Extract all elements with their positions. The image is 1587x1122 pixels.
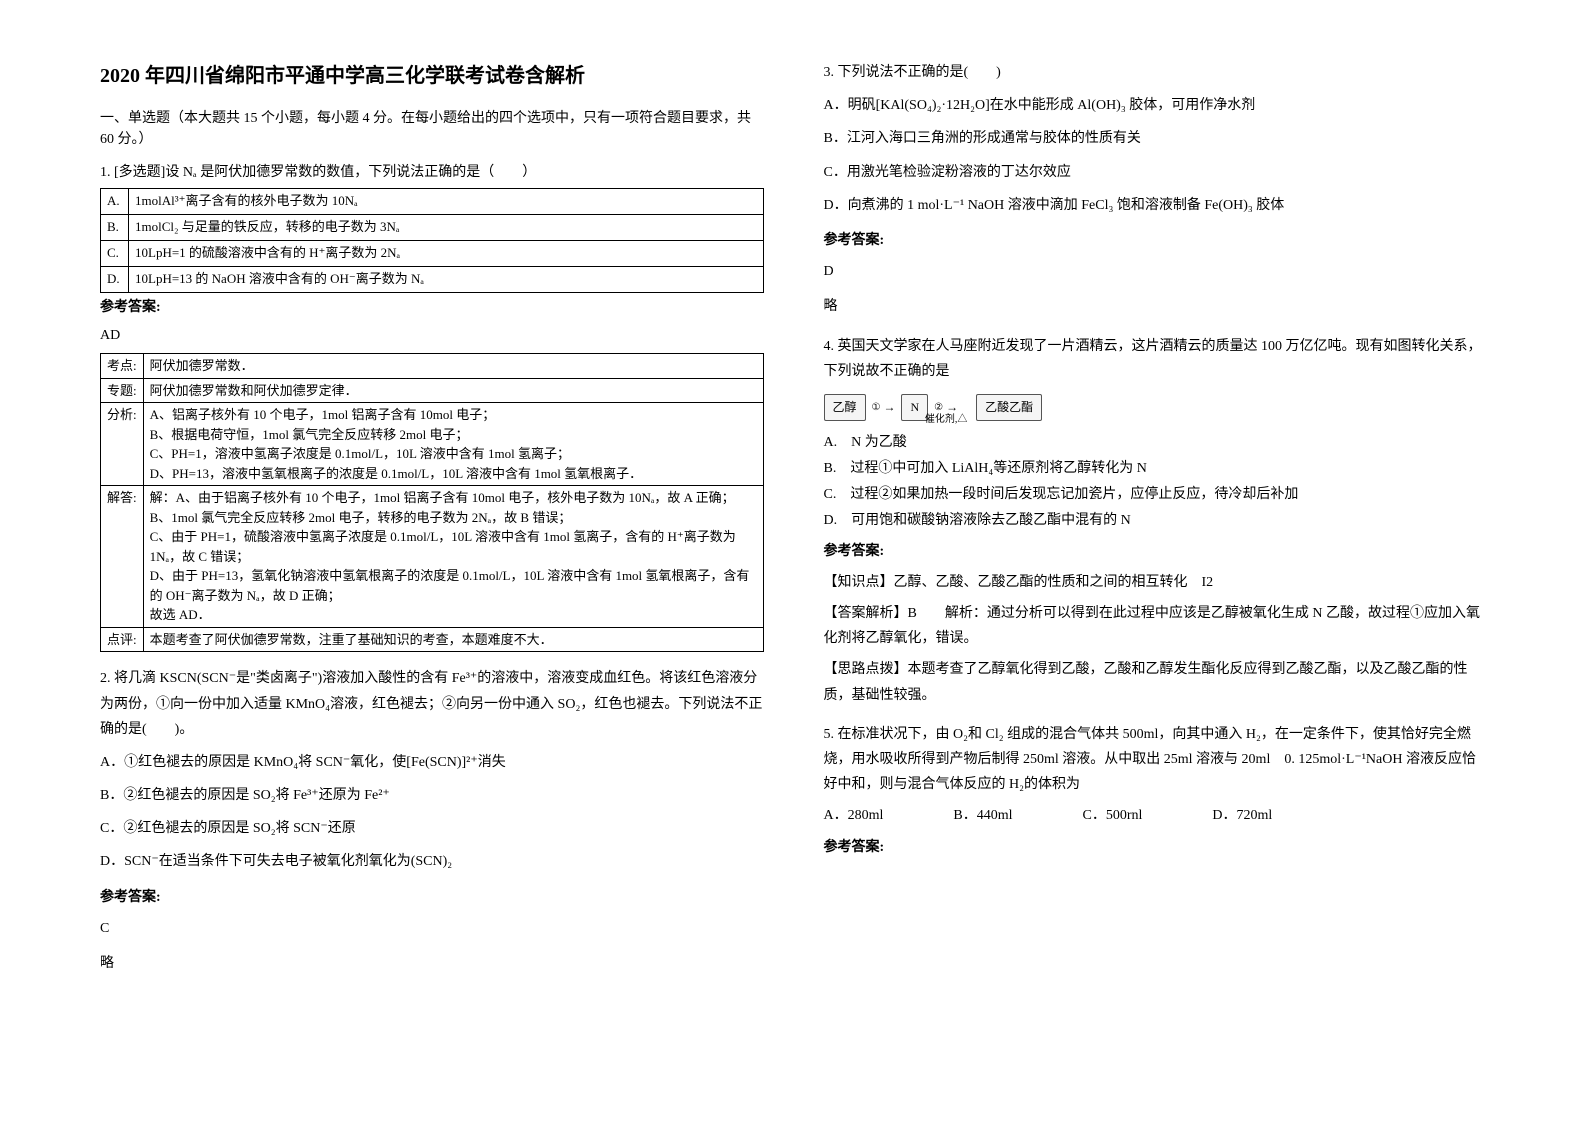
q2-answer-label: 参考答案: (100, 885, 764, 910)
text: 阿伏加德罗常数和阿伏加德罗定律． (143, 378, 763, 403)
text: A、铝离子核外有 10 个电子，1mol 铝离子含有 10mol 电子； B、根… (143, 403, 763, 486)
q4-tip: 【思路点拨】本题考查了乙醇氧化得到乙酸，乙酸和乙醇发生酯化反应得到乙酸乙酯，以及… (824, 657, 1488, 707)
text: 10LpH=13 的 NaOH 溶液中含有的 OH⁻离子数为 Nₐ (129, 266, 764, 292)
arrow1-label: ① (872, 402, 881, 413)
q3-answer-label: 参考答案: (824, 228, 1488, 253)
kp-text: 乙醇、乙酸、乙酸乙酯的性质和之间的相互转化 I2 (894, 575, 1214, 590)
text: 解：A、由于铝离子核外有 10 个电子，1mol 铝离子含有 10mol 电子，… (143, 486, 763, 628)
q2-block: 2. 将几滴 KSCN(SCN⁻是"类卤离子")溶液加入酸性的含有 Fe³⁺的溶… (100, 666, 764, 976)
q5-option-d: D．720ml (1212, 803, 1272, 828)
q3-omit: 略 (824, 294, 1488, 319)
diagram-arrow-2: ② → 催化剂,△ (934, 397, 958, 419)
q3-stem: 3. 下列说法不正确的是( ) (824, 60, 1488, 85)
document-title: 2020 年四川省绵阳市平通中学高三化学联考试卷含解析 (100, 60, 764, 92)
q5-block: 5. 在标准状况下，由 O₂和 Cl₂ 组成的混合气体共 500ml，向其中通入… (824, 722, 1488, 860)
row-jieda: 解答:解：A、由于铝离子核外有 10 个电子，1mol 铝离子含有 10mol … (101, 486, 764, 628)
q3-block: 3. 下列说法不正确的是( ) A．明矾[KAl(SO₄)₂·12H₂O]在水中… (824, 60, 1488, 320)
q4-options: A. N 为乙酸 B. 过程①中可加入 LiAlH₄等还原剂将乙醇转化为 N C… (824, 431, 1488, 532)
q5-option-a: A．280ml (824, 803, 884, 828)
q2-option-d: D．SCN⁻在适当条件下可失去电子被氧化剂氧化为(SCN)₂ (100, 849, 764, 874)
text: 本题考查了阿伏伽德罗常数，注重了基础知识的考查，本题难度不大． (143, 627, 763, 652)
label: 点评: (101, 627, 144, 652)
text: 1molCl₂ 与足量的铁反应，转移的电子数为 3Nₐ (129, 215, 764, 241)
diagram-node-ester: 乙酸乙酯 (976, 394, 1042, 422)
q1-options-table: A.1molAl³⁺离子含有的核外电子数为 10Nₐ B.1molCl₂ 与足量… (100, 188, 764, 292)
exp-text: B 解析：通过分析可以得到在此过程中应该是乙醇被氧化生成 N 乙酸，故过程①应加… (824, 606, 1480, 646)
q2-options: A．①红色褪去的原因是 KMnO₄将 SCN⁻氧化，使[Fe(SCN)]²⁺消失… (100, 750, 764, 875)
q4-answer-label: 参考答案: (824, 539, 1488, 564)
row-zhuanti: 专题:阿伏加德罗常数和阿伏加德罗定律． (101, 378, 764, 403)
label: A. (101, 189, 129, 215)
q3-option-a: A．明矾[KAl(SO₄)₂·12H₂O]在水中能形成 Al(OH)₃ 胶体，可… (824, 93, 1488, 118)
q4-option-a: A. N 为乙酸 (824, 431, 1488, 455)
q5-stem: 5. 在标准状况下，由 O₂和 Cl₂ 组成的混合气体共 500ml，向其中通入… (824, 722, 1488, 798)
label: B. (101, 215, 129, 241)
q3-option-c: C．用激光笔检验淀粉溶液的丁达尔效应 (824, 160, 1488, 185)
q1-stem: 1. [多选题]设 Nₐ 是阿伏加德罗常数的数值，下列说法正确的是（ ） (100, 162, 764, 184)
text: 阿伏加德罗常数． (143, 354, 763, 379)
row-kaodian: 考点:阿伏加德罗常数． (101, 354, 764, 379)
label: D. (101, 266, 129, 292)
diagram-node-ethanol: 乙醇 (824, 394, 866, 422)
label: C. (101, 240, 129, 266)
q2-option-a: A．①红色褪去的原因是 KMnO₄将 SCN⁻氧化，使[Fe(SCN)]²⁺消失 (100, 750, 764, 775)
kp-label: 【知识点】 (824, 575, 894, 590)
q2-answer: C (100, 916, 764, 941)
q2-omit: 略 (100, 951, 764, 976)
row-fenxi: 分析:A、铝离子核外有 10 个电子，1mol 铝离子含有 10mol 电子； … (101, 403, 764, 486)
q1-analysis-table: 考点:阿伏加德罗常数． 专题:阿伏加德罗常数和阿伏加德罗定律． 分析:A、铝离子… (100, 353, 764, 652)
q3-option-d: D．向煮沸的 1 mol·L⁻¹ NaOH 溶液中滴加 FeCl₃ 饱和溶液制备… (824, 193, 1488, 218)
text: 1molAl³⁺离子含有的核外电子数为 10Nₐ (129, 189, 764, 215)
tip-text: 本题考查了乙醇氧化得到乙酸，乙酸和乙醇发生酯化反应得到乙酸乙酯，以及乙酸乙酯的性… (824, 662, 1468, 702)
diagram-arrow-1: ① → (872, 397, 896, 419)
row-dianping: 点评:本题考查了阿伏伽德罗常数，注重了基础知识的考查，本题难度不大． (101, 627, 764, 652)
label: 解答: (101, 486, 144, 628)
label: 专题: (101, 378, 144, 403)
exp-label: 【答案解析】 (824, 606, 908, 621)
q5-option-c: C．500rnl (1083, 803, 1143, 828)
q3-options: A．明矾[KAl(SO₄)₂·12H₂O]在水中能形成 Al(OH)₃ 胶体，可… (824, 93, 1488, 218)
text: 10LpH=1 的硫酸溶液中含有的 H⁺离子数为 2Nₐ (129, 240, 764, 266)
q4-option-d: D. 可用饱和碳酸钠溶液除去乙酸乙酯中混有的 N (824, 509, 1488, 533)
q4-option-b: B. 过程①中可加入 LiAlH₄等还原剂将乙醇转化为 N (824, 457, 1488, 481)
q4-option-c: C. 过程②如果加热一段时间后发现忘记加瓷片，应停止反应，待冷却后补加 (824, 483, 1488, 507)
q5-option-b: B．440ml (953, 803, 1012, 828)
q1-answer: AD (100, 325, 764, 347)
q4-block: 4. 英国天文学家在人马座附近发现了一片酒精云，这片酒精云的质量达 100 万亿… (824, 334, 1488, 708)
q1-option-d: D.10LpH=13 的 NaOH 溶液中含有的 OH⁻离子数为 Nₐ (101, 266, 764, 292)
q5-answer-label: 参考答案: (824, 835, 1488, 860)
arrow2-label-bottom: 催化剂,△ (925, 411, 968, 429)
q4-knowledge-point: 【知识点】乙醇、乙酸、乙酸乙酯的性质和之间的相互转化 I2 (824, 570, 1488, 595)
q4-diagram: 乙醇 ① → N ② → 催化剂,△ 乙酸乙酯 (824, 394, 1488, 422)
q4-stem: 4. 英国天文学家在人马座附近发现了一片酒精云，这片酒精云的质量达 100 万亿… (824, 334, 1488, 384)
section-header: 一、单选题（本大题共 15 个小题，每小题 4 分。在每小题给出的四个选项中，只… (100, 108, 764, 150)
q5-options: A．280ml B．440ml C．500rnl D．720ml (824, 803, 1488, 828)
q2-stem: 2. 将几滴 KSCN(SCN⁻是"类卤离子")溶液加入酸性的含有 Fe³⁺的溶… (100, 666, 764, 742)
q3-option-b: B．江河入海口三角洲的形成通常与胶体的性质有关 (824, 126, 1488, 151)
tip-label: 【思路点拨】 (824, 662, 908, 677)
q2-option-b: B．②红色褪去的原因是 SO₂将 Fe³⁺还原为 Fe²⁺ (100, 783, 764, 808)
q1-option-b: B.1molCl₂ 与足量的铁反应，转移的电子数为 3Nₐ (101, 215, 764, 241)
q1-option-c: C.10LpH=1 的硫酸溶液中含有的 H⁺离子数为 2Nₐ (101, 240, 764, 266)
q2-option-c: C．②红色褪去的原因是 SO₂将 SCN⁻还原 (100, 816, 764, 841)
q1-option-a: A.1molAl³⁺离子含有的核外电子数为 10Nₐ (101, 189, 764, 215)
right-column: 3. 下列说法不正确的是( ) A．明矾[KAl(SO₄)₂·12H₂O]在水中… (824, 60, 1488, 976)
q3-answer: D (824, 259, 1488, 284)
q4-explanation: 【答案解析】B 解析：通过分析可以得到在此过程中应该是乙醇被氧化生成 N 乙酸，… (824, 601, 1488, 651)
left-column: 2020 年四川省绵阳市平通中学高三化学联考试卷含解析 一、单选题（本大题共 1… (100, 60, 764, 976)
q1-answer-label: 参考答案: (100, 297, 764, 319)
label: 分析: (101, 403, 144, 486)
label: 考点: (101, 354, 144, 379)
